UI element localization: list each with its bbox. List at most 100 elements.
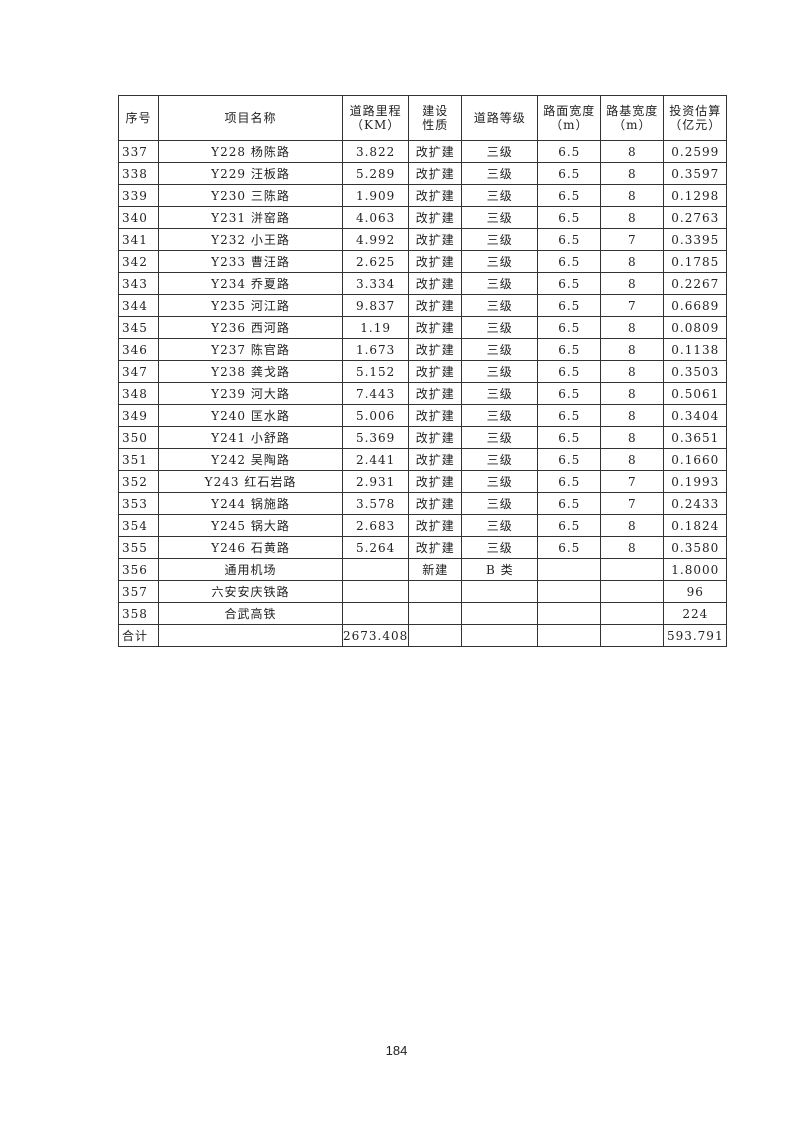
table-cell: Y236 西河路 (158, 316, 343, 339)
table-row: 355 Y246 石黄路 5.264 改扩建 三级 6.5 8 0.3580 (118, 536, 728, 559)
table-cell: 0.2267 (663, 272, 728, 295)
table-cell: 8 (600, 206, 665, 229)
table-row: 350 Y241 小舒路 5.369 改扩建 三级 6.5 8 0.3651 (118, 426, 728, 449)
table-cell: 8 (600, 162, 665, 185)
table-cell: 8 (600, 140, 665, 163)
table-cell: 合武高铁 (158, 602, 343, 625)
table-cell: 5.006 (341, 404, 410, 427)
table-cell: 改扩建 (408, 404, 463, 427)
table-cell: Y237 陈官路 (158, 338, 343, 361)
table-row: 354 Y245 锅大路 2.683 改扩建 三级 6.5 8 0.1824 (118, 514, 728, 537)
table-cell: B 类 (461, 558, 539, 581)
table-row: 341 Y232 小王路 4.992 改扩建 三级 6.5 7 0.3395 (118, 228, 728, 251)
table-cell: 8 (600, 316, 665, 339)
table-cell: 0.3580 (663, 536, 728, 559)
table-cell: 351 (118, 448, 159, 471)
table-cell: 8 (600, 426, 665, 449)
column-header: 路面宽度 （m） (537, 95, 602, 141)
table-cell: 0.2433 (663, 492, 728, 515)
table-cell: 改扩建 (408, 272, 463, 295)
table-cell: 346 (118, 338, 159, 361)
table-row: 357 六安安庆铁路 96 (118, 580, 728, 603)
table-cell: Y231 洴窑路 (158, 206, 343, 229)
table-row: 353 Y244 锅施路 3.578 改扩建 三级 6.5 7 0.2433 (118, 492, 728, 515)
table-cell: 337 (118, 140, 159, 163)
table-cell: 6.5 (537, 404, 602, 427)
table-cell: 0.3651 (663, 426, 728, 449)
table-cell: 0.1138 (663, 338, 728, 361)
table-cell (600, 580, 665, 603)
table-cell: 7 (600, 492, 665, 515)
table-cell: 三级 (461, 228, 539, 251)
table-cell: 三级 (461, 294, 539, 317)
table-cell (600, 558, 665, 581)
table-cell: Y239 河大路 (158, 382, 343, 405)
table-cell: 改扩建 (408, 382, 463, 405)
table-cell: 三级 (461, 382, 539, 405)
column-header: 项目名称 (158, 95, 343, 141)
table-cell: 348 (118, 382, 159, 405)
table-cell: Y244 锅施路 (158, 492, 343, 515)
table-cell: 6.5 (537, 206, 602, 229)
table-cell: 2673.408 (341, 624, 410, 647)
table-cell: 1.19 (341, 316, 410, 339)
table-cell: 5.289 (341, 162, 410, 185)
table-cell: 8 (600, 360, 665, 383)
table-cell (341, 558, 410, 581)
table-cell: 改扩建 (408, 294, 463, 317)
table-cell: 改扩建 (408, 514, 463, 537)
table-cell: 改扩建 (408, 250, 463, 273)
table-cell: Y230 三陈路 (158, 184, 343, 207)
table-cell: 6.5 (537, 272, 602, 295)
table-cell: 1.8000 (663, 558, 728, 581)
table-cell: 342 (118, 250, 159, 273)
table-row: 337 Y228 杨陈路 3.822 改扩建 三级 6.5 8 0.2599 (118, 140, 728, 163)
table-cell: 8 (600, 272, 665, 295)
table-cell: 6.5 (537, 382, 602, 405)
table-cell: 三级 (461, 448, 539, 471)
table-cell: 96 (663, 580, 728, 603)
table-cell: 353 (118, 492, 159, 515)
table-cell (408, 624, 463, 647)
table-cell: 三级 (461, 536, 539, 559)
table-cell: 6.5 (537, 492, 602, 515)
table-cell: 8 (600, 382, 665, 405)
table-cell: 三级 (461, 470, 539, 493)
table-cell: 2.931 (341, 470, 410, 493)
table-cell: 6.5 (537, 536, 602, 559)
table-row: 352 Y243 红石岩路 2.931 改扩建 三级 6.5 7 0.1993 (118, 470, 728, 493)
table-cell: 通用机场 (158, 558, 343, 581)
table-cell: 8 (600, 536, 665, 559)
table-cell: 改扩建 (408, 206, 463, 229)
table-cell: 合计 (118, 624, 159, 647)
table-cell: 355 (118, 536, 159, 559)
table-cell: 6.5 (537, 448, 602, 471)
table-cell: 6.5 (537, 426, 602, 449)
table-cell: 6.5 (537, 360, 602, 383)
table-cell: 338 (118, 162, 159, 185)
table-cell: 347 (118, 360, 159, 383)
table-row: 343 Y234 乔夏路 3.334 改扩建 三级 6.5 8 0.2267 (118, 272, 728, 295)
table-cell: 改扩建 (408, 140, 463, 163)
table-cell: Y242 吴陶路 (158, 448, 343, 471)
column-header: 路基宽度 （m） (600, 95, 665, 141)
table-cell: 三级 (461, 514, 539, 537)
table-cell: 7 (600, 228, 665, 251)
table-cell: 1.909 (341, 184, 410, 207)
table-cell: Y233 曹汪路 (158, 250, 343, 273)
table-cell (461, 602, 539, 625)
table-cell: 5.152 (341, 360, 410, 383)
table-cell (341, 580, 410, 603)
table-cell: 6.5 (537, 140, 602, 163)
table-cell: 340 (118, 206, 159, 229)
table-cell (158, 624, 343, 647)
table-cell: 6.5 (537, 184, 602, 207)
table-row: 356 通用机场 新建 B 类 1.8000 (118, 558, 728, 581)
table-cell (600, 624, 665, 647)
table-cell: 改扩建 (408, 536, 463, 559)
table-cell (537, 624, 602, 647)
table-cell: 改扩建 (408, 338, 463, 361)
table-cell: 三级 (461, 426, 539, 449)
table-cell: 3.578 (341, 492, 410, 515)
table-cell: 三级 (461, 492, 539, 515)
